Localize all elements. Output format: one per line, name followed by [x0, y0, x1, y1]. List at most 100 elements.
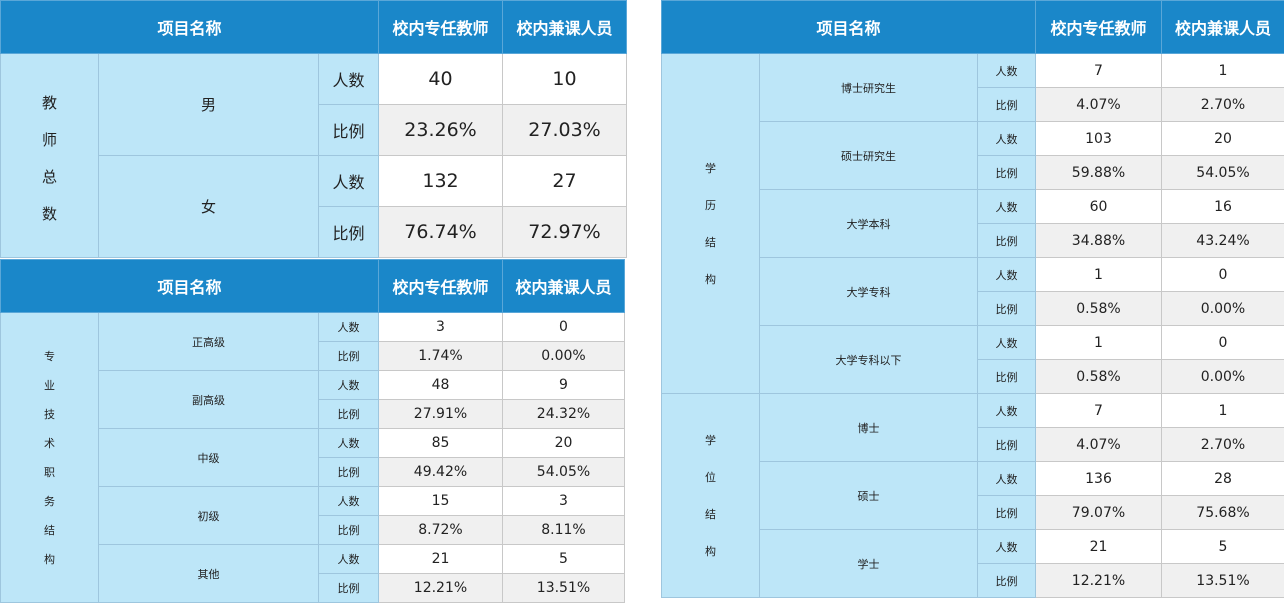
value-cell: 0.00%	[1161, 291, 1284, 326]
value-cell: 7	[1035, 393, 1162, 428]
value-cell: 13.51%	[1161, 563, 1284, 598]
value-cell: 72.97%	[502, 206, 627, 258]
value-cell: 48	[378, 370, 503, 400]
table-row: 教 师 总 数 男 人数 40 10	[0, 53, 627, 258]
row-name: 男	[98, 53, 319, 156]
value-cell: 0	[1161, 257, 1284, 292]
table-row: 大学本科 人数 60 16	[662, 189, 1284, 258]
row-name: 博士研究生	[759, 53, 978, 122]
value-cell: 1.74%	[378, 341, 503, 371]
row-label-count: 人数	[318, 312, 379, 342]
value-cell: 16	[1161, 189, 1284, 224]
value-cell: 4.07%	[1035, 87, 1162, 122]
value-cell: 27.03%	[502, 104, 627, 156]
row-name: 正高级	[98, 312, 319, 371]
value-cell: 5	[502, 544, 625, 574]
header-item-name: 项目名称	[0, 0, 379, 54]
group-label-degree: 学 位 结 构	[661, 393, 760, 598]
value-cell: 79.07%	[1035, 495, 1162, 530]
value-cell: 3	[378, 312, 503, 342]
table-row: 比例 23.26% 27.03%	[1, 104, 627, 156]
header-item-name: 项目名称	[0, 259, 379, 313]
value-cell: 54.05%	[1161, 155, 1284, 190]
value-cell: 103	[1035, 121, 1162, 156]
table-row: 比例 0.58% 0.00%	[662, 359, 1284, 394]
value-cell: 8.72%	[378, 515, 503, 545]
value-cell: 24.32%	[502, 399, 625, 429]
table-row: 中级 人数 85 20	[1, 428, 625, 487]
value-cell: 2.70%	[1161, 427, 1284, 462]
value-cell: 0.00%	[1161, 359, 1284, 394]
value-cell: 7	[1035, 53, 1162, 88]
value-cell: 0	[1161, 325, 1284, 360]
value-cell: 76.74%	[378, 206, 503, 258]
value-cell: 40	[378, 53, 503, 105]
row-label-ratio: 比例	[318, 399, 379, 429]
value-cell: 0.00%	[502, 341, 625, 371]
table-row: 其他 人数 21 5	[1, 544, 625, 603]
row-label-ratio: 比例	[318, 104, 379, 156]
value-cell: 1	[1035, 325, 1162, 360]
row-label-ratio: 比例	[318, 206, 379, 258]
table-row: 比例 49.42% 54.05%	[1, 457, 625, 487]
table-row: 学 位 结 构 博士 人数 7 1	[661, 393, 1284, 598]
value-cell: 12.21%	[378, 573, 503, 603]
row-name: 硕士研究生	[759, 121, 978, 190]
group-label-title: 专 业 技 术 职 务 结 构	[0, 312, 99, 603]
row-label-ratio: 比例	[977, 427, 1036, 462]
row-label-ratio: 比例	[977, 223, 1036, 258]
header-parttime: 校内兼课人员	[1161, 0, 1284, 54]
row-name: 大学本科	[759, 189, 978, 258]
header-row: 项目名称 校内专任教师 校内兼课人员	[661, 0, 1284, 54]
header-fulltime: 校内专任教师	[1035, 0, 1162, 54]
row-label-ratio: 比例	[318, 515, 379, 545]
value-cell: 0	[502, 312, 625, 342]
table-row: 比例 12.21% 13.51%	[1, 573, 625, 603]
value-cell: 20	[502, 428, 625, 458]
header-row: 项目名称 校内专任教师 校内兼课人员	[0, 259, 625, 313]
row-label-count: 人数	[977, 189, 1036, 224]
value-cell: 28	[1161, 461, 1284, 496]
row-label-count: 人数	[977, 121, 1036, 156]
row-label-count: 人数	[977, 325, 1036, 360]
value-cell: 136	[1035, 461, 1162, 496]
row-label-ratio: 比例	[977, 563, 1036, 598]
value-cell: 1	[1161, 393, 1284, 428]
value-cell: 0.58%	[1035, 291, 1162, 326]
value-cell: 2.70%	[1161, 87, 1284, 122]
row-name: 中级	[98, 428, 319, 487]
value-cell: 15	[378, 486, 503, 516]
group-label-total: 教 师 总 数	[0, 53, 99, 258]
row-name: 初级	[98, 486, 319, 545]
header-item-name: 项目名称	[661, 0, 1036, 54]
table-row: 副高级 人数 48 9	[1, 370, 625, 429]
row-label-count: 人数	[318, 370, 379, 400]
table-row: 大学专科以下 人数 1 0	[662, 325, 1284, 394]
value-cell: 5	[1161, 529, 1284, 564]
value-cell: 43.24%	[1161, 223, 1284, 258]
row-label-ratio: 比例	[977, 155, 1036, 190]
table-row: 硕士 人数 136 28	[662, 461, 1284, 530]
row-label-ratio: 比例	[977, 495, 1036, 530]
row-label-ratio: 比例	[318, 457, 379, 487]
row-name: 女	[98, 155, 319, 258]
education-degree-table: 项目名称 校内专任教师 校内兼课人员 学 历 结 构 博士研究生 人数 7 1 …	[661, 0, 1284, 598]
table-row: 比例 0.58% 0.00%	[662, 291, 1284, 326]
table-row: 比例 34.88% 43.24%	[662, 223, 1284, 258]
value-cell: 13.51%	[502, 573, 625, 603]
table-row: 初级 人数 15 3	[1, 486, 625, 545]
row-name: 大学专科	[759, 257, 978, 326]
value-cell: 27.91%	[378, 399, 503, 429]
title-structure-table: 项目名称 校内专任教师 校内兼课人员 专 业 技 术 职 务 结 构 正高级 人…	[0, 259, 625, 603]
value-cell: 85	[378, 428, 503, 458]
value-cell: 60	[1035, 189, 1162, 224]
value-cell: 21	[378, 544, 503, 574]
table-row: 比例 1.74% 0.00%	[1, 341, 625, 371]
value-cell: 27	[502, 155, 627, 207]
row-label-ratio: 比例	[977, 87, 1036, 122]
table-row: 比例 76.74% 72.97%	[1, 206, 627, 258]
value-cell: 10	[502, 53, 627, 105]
table-row: 学士 人数 21 5	[662, 529, 1284, 598]
value-cell: 21	[1035, 529, 1162, 564]
row-name: 副高级	[98, 370, 319, 429]
